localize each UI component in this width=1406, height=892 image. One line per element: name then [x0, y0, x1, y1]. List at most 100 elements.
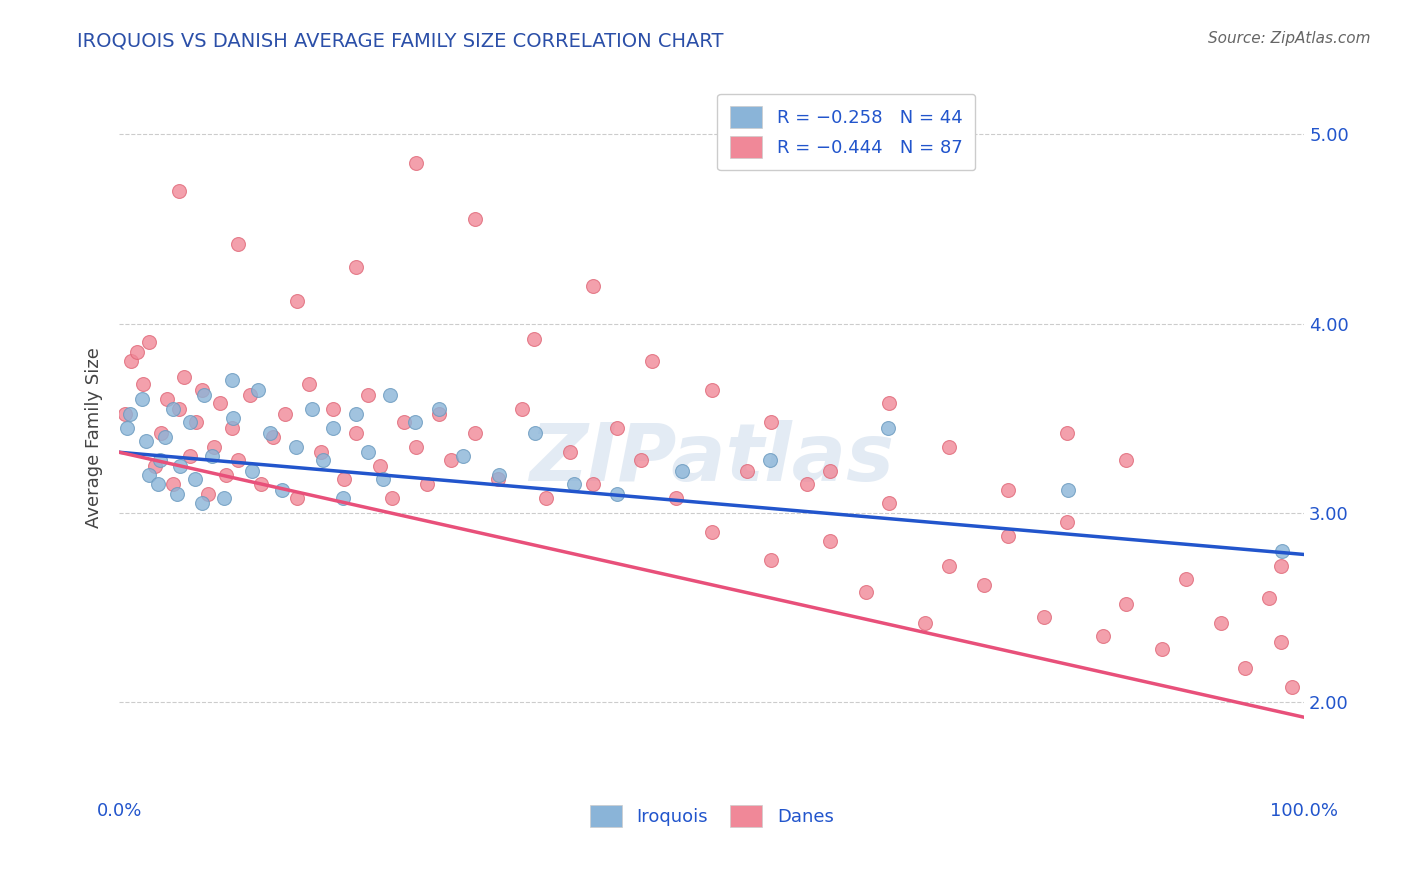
Point [606, 487, 628, 501]
Point [1091, 629, 1114, 643]
Text: ZIPatlas: ZIPatlas [529, 420, 894, 498]
Point [818, 534, 841, 549]
Y-axis label: Average Family Size: Average Family Size [86, 347, 103, 527]
Point [309, 445, 332, 459]
Point [153, 430, 176, 444]
Point [451, 449, 474, 463]
Point [938, 440, 960, 454]
Point [115, 420, 138, 434]
Point [630, 453, 652, 467]
Point [381, 491, 404, 505]
Point [146, 477, 169, 491]
Point [197, 487, 219, 501]
Point [162, 477, 184, 491]
Point [322, 401, 344, 416]
Point [1257, 591, 1279, 605]
Point [322, 420, 344, 434]
Point [143, 458, 166, 473]
Point [855, 585, 877, 599]
Point [191, 496, 214, 510]
Point [179, 449, 201, 463]
Text: IROQUOIS VS DANISH AVERAGE FAMILY SIZE CORRELATION CHART: IROQUOIS VS DANISH AVERAGE FAMILY SIZE C… [77, 31, 724, 50]
Point [405, 440, 427, 454]
Point [239, 388, 262, 402]
Point [138, 467, 160, 482]
Point [1271, 543, 1294, 558]
Point [186, 415, 208, 429]
Point [997, 528, 1019, 542]
Point [464, 212, 486, 227]
Point [118, 408, 141, 422]
Point [488, 467, 510, 482]
Point [200, 449, 222, 463]
Point [149, 453, 172, 467]
Point [582, 278, 605, 293]
Point [368, 458, 391, 473]
Point [169, 458, 191, 473]
Point [138, 335, 160, 350]
Point [285, 491, 308, 505]
Point [464, 426, 486, 441]
Point [125, 345, 148, 359]
Point [156, 392, 179, 407]
Point [332, 491, 354, 505]
Point [167, 401, 190, 416]
Point [132, 377, 155, 392]
Point [357, 388, 380, 402]
Point [1233, 661, 1256, 675]
Point [759, 553, 782, 567]
Point [606, 420, 628, 434]
Point [1270, 558, 1292, 573]
Point [191, 383, 214, 397]
Point [759, 453, 782, 467]
Point [221, 420, 243, 434]
Point [1211, 615, 1233, 630]
Point [879, 396, 901, 410]
Point [357, 445, 380, 459]
Point [914, 615, 936, 630]
Point [665, 491, 688, 505]
Point [416, 477, 439, 491]
Point [1115, 597, 1137, 611]
Point [271, 483, 294, 497]
Point [671, 464, 693, 478]
Point [262, 430, 284, 444]
Point [392, 415, 415, 429]
Point [240, 464, 263, 478]
Point [735, 464, 758, 478]
Point [534, 491, 557, 505]
Point [131, 392, 153, 407]
Point [641, 354, 664, 368]
Point [312, 453, 335, 467]
Point [333, 472, 356, 486]
Text: Source: ZipAtlas.com: Source: ZipAtlas.com [1208, 31, 1371, 46]
Point [1056, 516, 1078, 530]
Legend: Iroquois, Danes: Iroquois, Danes [582, 798, 841, 835]
Point [135, 434, 157, 448]
Point [1270, 634, 1292, 648]
Point [298, 377, 321, 392]
Point [997, 483, 1019, 497]
Point [226, 237, 249, 252]
Point [405, 155, 427, 169]
Point [1115, 453, 1137, 467]
Point [259, 426, 281, 441]
Point [184, 472, 207, 486]
Point [405, 415, 427, 429]
Point [274, 408, 297, 422]
Point [114, 408, 136, 422]
Point [1056, 483, 1078, 497]
Point [879, 496, 901, 510]
Point [510, 401, 533, 416]
Point [162, 401, 184, 416]
Point [440, 453, 463, 467]
Point [167, 184, 190, 198]
Point [700, 383, 723, 397]
Point [344, 408, 367, 422]
Point [582, 477, 605, 491]
Point [221, 411, 243, 425]
Point [427, 401, 450, 416]
Point [193, 388, 215, 402]
Point [221, 373, 243, 387]
Point [488, 472, 510, 486]
